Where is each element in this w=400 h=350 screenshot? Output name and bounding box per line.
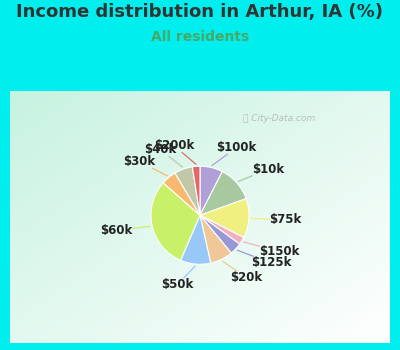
Wedge shape	[163, 173, 200, 215]
Wedge shape	[151, 183, 200, 260]
Text: $10k: $10k	[238, 163, 284, 181]
Wedge shape	[200, 215, 240, 253]
Text: Income distribution in Arthur, IA (%): Income distribution in Arthur, IA (%)	[16, 3, 384, 21]
Text: $30k: $30k	[124, 155, 168, 176]
Text: All residents: All residents	[151, 30, 249, 44]
Wedge shape	[200, 215, 231, 263]
Text: $20k: $20k	[222, 261, 263, 284]
Text: ⓘ City-Data.com: ⓘ City-Data.com	[243, 114, 315, 122]
Wedge shape	[200, 199, 249, 238]
Wedge shape	[175, 167, 200, 215]
Text: $75k: $75k	[251, 213, 302, 226]
Wedge shape	[200, 172, 246, 215]
Wedge shape	[200, 215, 244, 244]
Wedge shape	[200, 166, 222, 215]
Text: $50k: $50k	[161, 266, 195, 291]
Text: $60k: $60k	[100, 224, 150, 237]
Text: $100k: $100k	[212, 141, 256, 166]
Wedge shape	[192, 166, 200, 215]
Wedge shape	[180, 215, 211, 264]
Text: $40k: $40k	[144, 144, 183, 167]
Text: $125k: $125k	[237, 250, 291, 269]
Text: $200k: $200k	[154, 139, 196, 164]
Text: $150k: $150k	[244, 242, 300, 258]
